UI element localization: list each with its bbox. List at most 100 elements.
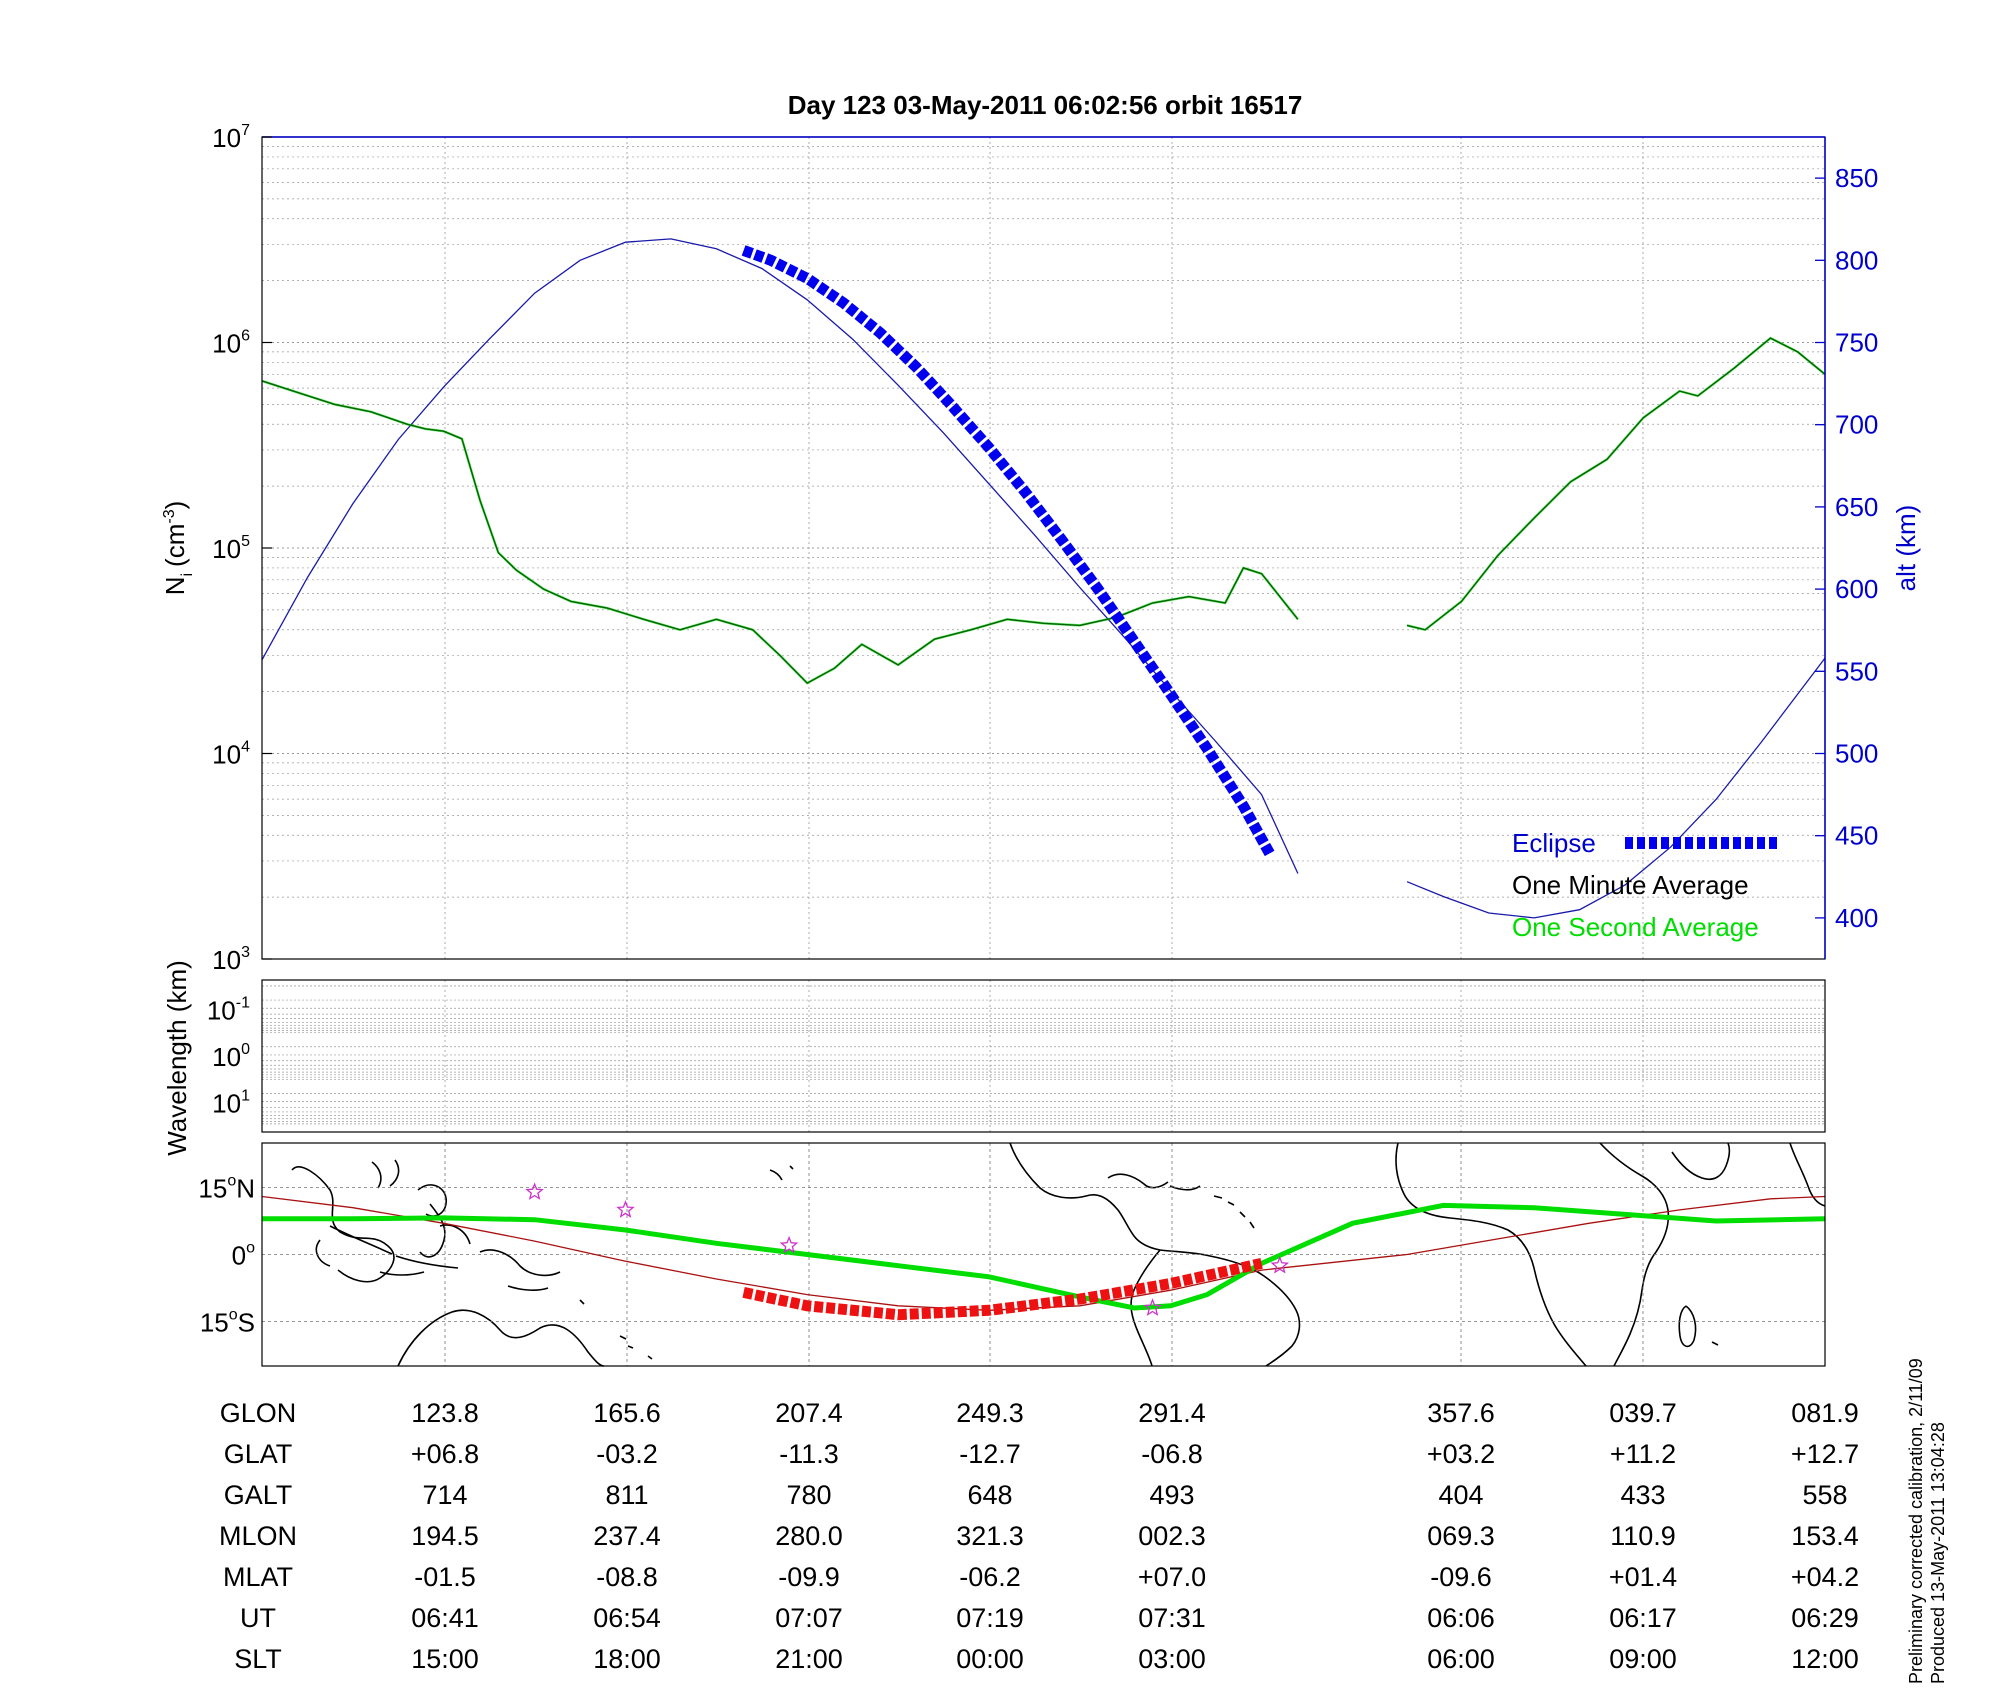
y-tick-label: 104 <box>212 739 250 770</box>
altitude-tick-label: 750 <box>1835 328 1878 358</box>
y-tick-label: 106 <box>212 328 250 359</box>
altitude-y-axis-label: alt (km) <box>1891 505 1921 592</box>
map-series <box>261 1182 1826 1321</box>
table-cell: -09.6 <box>1430 1562 1492 1592</box>
table-cell: -06.2 <box>959 1562 1021 1592</box>
table-row-label: MLON <box>219 1521 297 1551</box>
coastline-australia <box>397 1309 605 1367</box>
table-cell: 06:06 <box>1427 1603 1495 1633</box>
table-cell: 291.4 <box>1138 1398 1206 1428</box>
table-cell: -01.5 <box>414 1562 476 1592</box>
table-cell: +11.2 <box>1610 1439 1676 1469</box>
altitude-tick-label: 600 <box>1835 574 1878 604</box>
table-cell: 357.6 <box>1427 1398 1495 1428</box>
table-cell: 09:00 <box>1609 1644 1677 1674</box>
table-row-label: GALT <box>224 1480 293 1510</box>
eclipse-line <box>741 245 1276 859</box>
table-cell: -08.8 <box>596 1562 658 1592</box>
coastline-southeast-asia <box>291 1159 447 1283</box>
table-cell: 648 <box>967 1480 1012 1510</box>
wavelength-plot-frame <box>262 980 1825 1132</box>
table-row-label: GLON <box>220 1398 297 1428</box>
y-tick-label: 107 <box>212 122 250 153</box>
table-cell: 153.4 <box>1791 1521 1859 1551</box>
table-cell: 039.7 <box>1609 1398 1677 1428</box>
legend-one-minute-label: One Minute Average <box>1512 870 1749 900</box>
table-cell: 123.8 <box>411 1398 479 1428</box>
table-cell: +04.2 <box>1791 1562 1859 1592</box>
table-cell: 110.9 <box>1610 1521 1676 1551</box>
table-cell: +03.2 <box>1427 1439 1495 1469</box>
table-cell: 321.3 <box>956 1521 1024 1551</box>
legend-eclipse-label: Eclipse <box>1512 828 1596 858</box>
altitude-y-tick-labels: 400 450 500 550 600 650 700 750 800 850 <box>1815 163 1878 933</box>
table-cell: 558 <box>1802 1480 1847 1510</box>
legend-one-second-label: One Second Average <box>1512 912 1759 942</box>
map-axes-box <box>261 1142 1826 1367</box>
wavelength-panel: 10-1 100 101 Wavelength (km) <box>162 960 1826 1156</box>
map-latitude-tick-labels: 15oN 0o 15oS <box>198 1173 255 1338</box>
ground-track-line <box>262 1202 1826 1311</box>
table-cell: 15:00 <box>411 1644 479 1674</box>
altitude-tick-label: 400 <box>1835 903 1878 933</box>
ground-track-eclipse-line <box>742 1258 1263 1321</box>
table-cell: 249.3 <box>956 1398 1024 1428</box>
altitude-tick-label: 550 <box>1835 656 1878 686</box>
footnote-calibration: Preliminary corrected calibration, 2/11/… <box>1906 1358 1926 1684</box>
wavelength-tick-label: 10-1 <box>207 994 250 1025</box>
coastline-south-america <box>1130 1249 1301 1367</box>
altitude-tick-label: 450 <box>1835 821 1878 851</box>
table-row-label: MLAT <box>223 1562 293 1592</box>
table-cell: 00:00 <box>956 1644 1024 1674</box>
table-cell: 21:00 <box>775 1644 843 1674</box>
table-row-label: SLT <box>234 1644 282 1674</box>
table-cell: 811 <box>605 1480 648 1510</box>
one-minute-average-line-segment-2 <box>1406 337 1826 631</box>
table-cell: 06:54 <box>593 1603 661 1633</box>
table-cell: -11.3 <box>779 1439 839 1469</box>
y-tick-label: 103 <box>212 944 250 975</box>
density-y-axis-label: Ni(cm-3) <box>160 501 196 596</box>
eclipse-series <box>741 245 1276 859</box>
table-cell: 06:00 <box>1427 1644 1495 1674</box>
star-marker <box>525 1182 544 1200</box>
coastline-pacific-islands <box>579 1165 794 1360</box>
star-marker <box>779 1235 799 1254</box>
coastline-arabia <box>1671 1142 1731 1181</box>
table-cell: 07:07 <box>775 1603 843 1633</box>
altitude-line-segment-2 <box>1406 657 1826 919</box>
map-panel: 15oN 0o 15oS <box>198 1142 1826 1367</box>
table-cell: 18:00 <box>593 1644 661 1674</box>
wavelength-y-tick-labels: 10-1 100 101 <box>207 994 250 1118</box>
coastlines <box>291 1142 1826 1367</box>
table-row-label: GLAT <box>224 1439 293 1469</box>
wavelength-axes-box <box>261 979 1826 1133</box>
star-marker <box>1270 1255 1290 1274</box>
density-panel: 103 104 105 106 107 400 450 500 550 600 650 700 750… <box>160 122 1921 975</box>
coastline-north-america <box>1009 1142 1201 1251</box>
star-marker <box>616 1200 635 1218</box>
table-cell: -12.7 <box>959 1439 1021 1469</box>
orbit-parameter-table: GLON GLAT GALT MLON MLAT UT SLT 123.8 +06.8 714 19… <box>219 1398 1859 1674</box>
table-cell: 207.4 <box>775 1398 843 1428</box>
table-cell: 07:19 <box>956 1603 1024 1633</box>
chart-title: Day 123 03-May-2011 06:02:56 orbit 16517 <box>788 90 1303 120</box>
table-cell: 780 <box>786 1480 831 1510</box>
table-cell: 280.0 <box>775 1521 843 1551</box>
footnote-produced: Produced 13-May-2011 13:04:28 <box>1928 1422 1948 1684</box>
table-cell: 06:17 <box>1609 1603 1677 1633</box>
table-cell: 12:00 <box>1791 1644 1859 1674</box>
table-cell: 06:29 <box>1791 1603 1859 1633</box>
altitude-tick-label: 700 <box>1835 410 1878 440</box>
altitude-tick-label: 500 <box>1835 739 1878 769</box>
table-cell: 404 <box>1438 1480 1483 1510</box>
table-cell: 237.4 <box>593 1521 661 1551</box>
table-cell: +06.8 <box>411 1439 479 1469</box>
wavelength-y-axis-label: Wavelength (km) <box>162 960 192 1156</box>
wavelength-grid <box>262 980 1826 1132</box>
table-cell: 06:41 <box>411 1603 479 1633</box>
table-cell: 07:31 <box>1138 1603 1206 1633</box>
table-cell: 081.9 <box>1791 1398 1859 1428</box>
table-cell: -03.2 <box>596 1439 658 1469</box>
